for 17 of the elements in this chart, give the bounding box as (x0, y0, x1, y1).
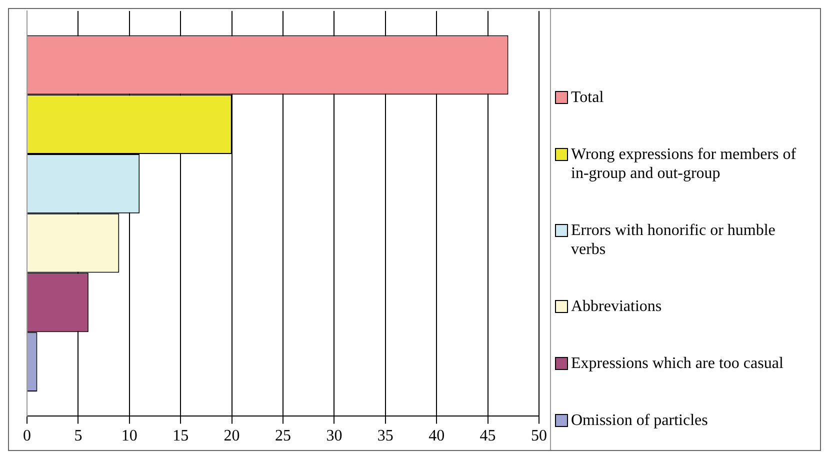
x-tick-label: 20 (224, 428, 240, 445)
x-tick-label: 50 (531, 428, 547, 445)
x-tick-label: 30 (326, 428, 342, 445)
legend-label: Expressions which are too casual (571, 354, 784, 373)
x-tick-label: 25 (275, 428, 291, 445)
legend-label: Abbreviations (571, 297, 662, 316)
legend-label: Errors with honorific or humble verbs (571, 221, 776, 259)
x-tick-label: 0 (23, 428, 31, 445)
x-tick-label: 35 (377, 428, 394, 445)
x-tick-label: 5 (74, 428, 82, 445)
x-tick-label: 15 (172, 428, 189, 445)
legend-label: Omission of particles (571, 411, 708, 430)
legend-label: Wrong expressions for members of in-group and out-group (571, 145, 798, 183)
x-tick-label: 45 (480, 428, 496, 445)
x-tick-label: 10 (121, 428, 138, 445)
legend-label: Total (571, 88, 604, 107)
x-tick-label: 40 (428, 428, 445, 445)
